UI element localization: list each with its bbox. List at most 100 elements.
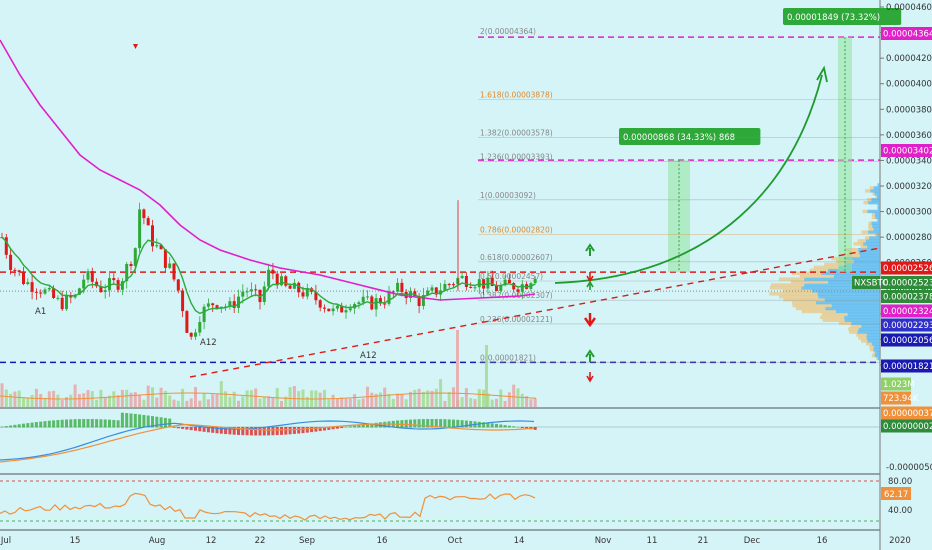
volume-bar <box>168 395 171 407</box>
macd-hist-bar <box>465 421 468 428</box>
candle-body <box>327 309 330 311</box>
macd-hist-bar <box>452 420 455 428</box>
volume-profile-bar <box>872 224 880 227</box>
macd-hist-bar <box>310 427 313 432</box>
macd-hist-bar <box>134 414 137 428</box>
volume-profile-bar <box>844 316 880 319</box>
volume-profile-bar <box>861 324 880 327</box>
candle-body <box>362 297 365 303</box>
macd-hist-bar <box>5 426 8 427</box>
volume-profile-bar <box>854 260 880 263</box>
time-label: 14 <box>514 536 525 546</box>
macd-hist-bar <box>448 419 451 427</box>
macd-hist-bar <box>48 421 51 428</box>
volume-profile-bar <box>836 310 880 313</box>
volume-bar <box>194 387 197 407</box>
volume-profile-bar <box>877 204 878 207</box>
candle-body <box>517 289 520 292</box>
candle-body <box>164 249 167 268</box>
price-tick-label: 0.00003000 <box>886 208 932 218</box>
macd-hist-bar <box>69 419 72 427</box>
volume-bar <box>151 387 154 407</box>
volume-profile-bar <box>854 242 864 245</box>
candle-body <box>130 264 133 266</box>
macd-hist-bar <box>147 416 150 428</box>
volume-profile-bar <box>870 186 874 189</box>
volume-profile-bar <box>873 351 875 354</box>
volume-bar <box>241 396 244 407</box>
volume-profile-bar <box>873 192 875 195</box>
candle-body <box>336 306 339 309</box>
volume-profile-bar <box>800 274 834 277</box>
volume-bar <box>82 393 85 407</box>
macd-hist-bar <box>297 427 300 434</box>
volume-bar <box>499 390 502 407</box>
fib-label: 1.236(0.00003393) <box>480 152 553 161</box>
candle-body <box>177 279 180 290</box>
volume-profile-bar <box>823 319 845 322</box>
macd-hist-bar <box>418 419 421 427</box>
volume-profile-bar <box>875 213 880 216</box>
fib-label: 1.618(0.00003878) <box>480 90 553 99</box>
rsi-tag-label: 62.17 <box>884 490 908 500</box>
macd-hist-bar <box>173 427 176 428</box>
volume-bar <box>456 330 459 407</box>
macd-hist-bar <box>1 427 4 428</box>
volume-profile-bar <box>867 245 880 248</box>
volume-bar <box>246 390 249 407</box>
candle-body <box>138 209 141 248</box>
volume-bar <box>160 388 163 407</box>
price-tag-label: 0.00002523 <box>883 279 932 289</box>
volume-bar <box>9 394 12 407</box>
candle-body <box>443 284 446 290</box>
volume-profile-bar <box>874 345 880 348</box>
macd-hist-bar <box>104 419 107 427</box>
candle-body <box>142 209 145 218</box>
macd-hist-bar <box>517 427 520 428</box>
candle-body <box>383 304 386 305</box>
volume-bar <box>190 398 193 407</box>
candle-body <box>448 284 451 285</box>
candle-body <box>280 276 283 285</box>
volume-profile-bar <box>816 301 880 304</box>
volume-profile-bar <box>870 348 873 351</box>
volume-profile-bar <box>796 307 826 310</box>
price-tag-label: 0.00002526 <box>883 264 932 274</box>
candle-body <box>289 286 292 289</box>
volume-bar <box>267 396 270 407</box>
macd-hist-bar <box>52 420 55 427</box>
price-tick-label: 0.00003800 <box>886 105 932 115</box>
volume-profile-bar <box>851 322 880 325</box>
volume-bar <box>400 394 403 407</box>
macd-hist-bar <box>99 419 102 427</box>
volume-profile-bar <box>861 230 868 233</box>
time-label: Aug <box>149 536 166 546</box>
macd-hist-bar <box>263 427 266 435</box>
volume-profile-bar <box>822 313 848 316</box>
candle-body <box>65 295 68 309</box>
target-label: 0.00001849 (73.32%) <box>787 13 880 23</box>
volume-bar <box>78 394 81 407</box>
candle-body <box>400 283 403 292</box>
macd-hist-bar <box>185 427 188 430</box>
volume-bar <box>508 392 511 407</box>
volume-profile-bar <box>818 292 880 295</box>
macd-hist-bar <box>26 423 29 427</box>
volume-bar <box>336 399 339 407</box>
volume-bar <box>104 398 107 407</box>
candle-body <box>198 322 201 333</box>
macd-hist-bar <box>276 427 279 435</box>
volume-bar <box>289 387 292 407</box>
volume-profile-bar <box>877 207 878 210</box>
candle-body <box>26 282 29 284</box>
volume-bar <box>228 397 231 407</box>
candle-body <box>246 291 249 292</box>
volume-profile-bar <box>877 219 878 222</box>
volume-bar <box>327 399 330 407</box>
candle-body <box>495 286 498 291</box>
volume-bar <box>340 397 343 407</box>
volume-profile-bar <box>866 342 872 345</box>
candle-body <box>173 264 176 280</box>
macd-hist-bar <box>138 414 141 427</box>
volume-bar <box>357 400 360 407</box>
